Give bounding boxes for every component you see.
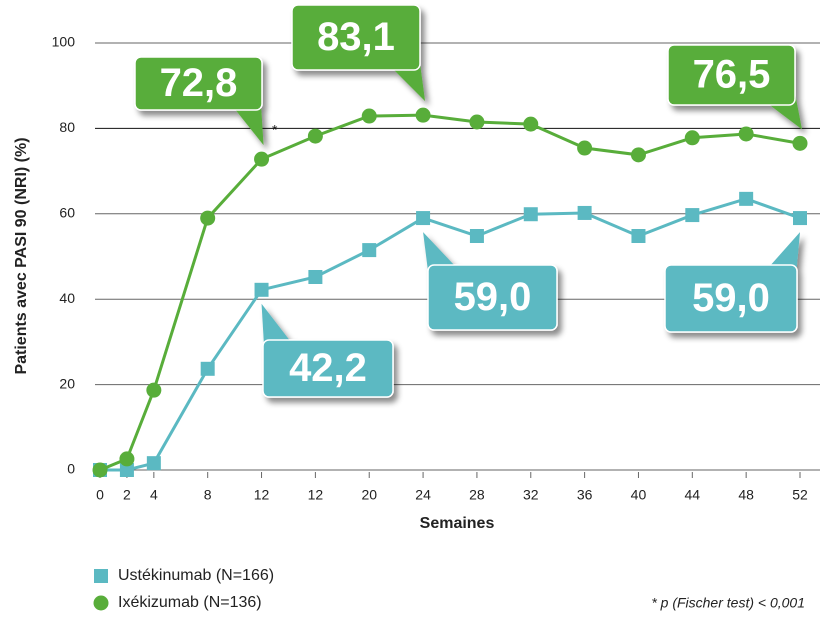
y-tick-label: 100 bbox=[52, 34, 76, 50]
significance-mark: * bbox=[272, 122, 278, 138]
callout bbox=[423, 232, 558, 331]
callout-box bbox=[664, 264, 798, 333]
marker bbox=[308, 269, 323, 284]
marker bbox=[631, 229, 646, 244]
marker bbox=[469, 229, 484, 244]
x-tick-label: 0 bbox=[96, 487, 104, 503]
legend-marker bbox=[94, 569, 108, 583]
callout-box bbox=[291, 4, 421, 71]
x-tick-label: 8 bbox=[204, 487, 212, 503]
x-tick-label: 12 bbox=[308, 487, 324, 503]
y-tick-label: 0 bbox=[67, 461, 75, 477]
marker bbox=[146, 382, 162, 398]
callout bbox=[664, 232, 800, 333]
x-tick-label: 20 bbox=[361, 487, 377, 503]
x-axis-label: Semaines bbox=[420, 515, 495, 532]
y-tick-label: 60 bbox=[59, 205, 75, 221]
marker bbox=[685, 208, 700, 223]
marker bbox=[577, 205, 592, 220]
marker bbox=[119, 451, 135, 467]
callout-box bbox=[667, 44, 796, 106]
x-tick-label: 48 bbox=[738, 487, 754, 503]
marker bbox=[119, 463, 134, 477]
y-tick-label: 80 bbox=[59, 119, 75, 135]
x-tick-label: 28 bbox=[469, 487, 485, 503]
marker bbox=[792, 135, 808, 151]
callout bbox=[134, 56, 264, 146]
marker bbox=[738, 126, 754, 142]
y-axis-label: Patients avec PASI 90 (NRI) (%) bbox=[13, 137, 30, 374]
marker bbox=[307, 128, 323, 144]
x-tick-label: 36 bbox=[577, 487, 593, 503]
callout bbox=[261, 303, 394, 398]
y-tick-label: 40 bbox=[59, 290, 75, 306]
x-tick-label: 12 bbox=[254, 487, 270, 503]
x-tick-label: 44 bbox=[685, 487, 701, 503]
x-tick-label: 24 bbox=[415, 487, 431, 503]
callout-box bbox=[262, 339, 394, 398]
callout-box bbox=[427, 264, 558, 331]
marker bbox=[469, 114, 485, 130]
marker bbox=[630, 147, 646, 163]
marker bbox=[146, 456, 161, 471]
marker bbox=[254, 151, 270, 167]
marker bbox=[415, 107, 431, 123]
x-tick-label: 40 bbox=[631, 487, 647, 503]
legend-label: Ustékinumab (N=166) bbox=[118, 567, 274, 584]
marker bbox=[416, 211, 431, 226]
value-label: 83,1 bbox=[317, 15, 395, 59]
marker bbox=[577, 140, 593, 156]
x-tick-label: 4 bbox=[150, 487, 158, 503]
marker bbox=[739, 191, 754, 206]
value-label: 59,0 bbox=[692, 276, 770, 320]
callout bbox=[667, 44, 802, 130]
callout-box bbox=[134, 56, 263, 111]
marker bbox=[254, 282, 269, 297]
legend-marker bbox=[93, 595, 109, 611]
x-tick-label: 32 bbox=[523, 487, 539, 503]
y-tick-label: 20 bbox=[59, 375, 75, 391]
marker bbox=[523, 207, 538, 222]
value-label: 72,8 bbox=[160, 61, 238, 105]
marker bbox=[362, 243, 377, 258]
legend-label: Ixékizumab (N=136) bbox=[118, 594, 262, 611]
value-label: 76,5 bbox=[693, 53, 771, 97]
x-tick-label: 52 bbox=[792, 487, 808, 503]
marker bbox=[200, 361, 215, 376]
value-label: 59,0 bbox=[454, 275, 532, 319]
value-label: 42,2 bbox=[289, 346, 367, 390]
marker bbox=[200, 210, 216, 226]
footnote: * p (Fischer test) < 0,001 bbox=[651, 595, 805, 611]
callout bbox=[291, 4, 426, 102]
series-line bbox=[100, 197, 801, 472]
marker bbox=[523, 116, 539, 132]
marker bbox=[92, 462, 108, 478]
marker bbox=[793, 211, 807, 226]
marker bbox=[361, 108, 377, 124]
x-tick-label: 2 bbox=[123, 487, 131, 503]
marker bbox=[684, 130, 700, 146]
